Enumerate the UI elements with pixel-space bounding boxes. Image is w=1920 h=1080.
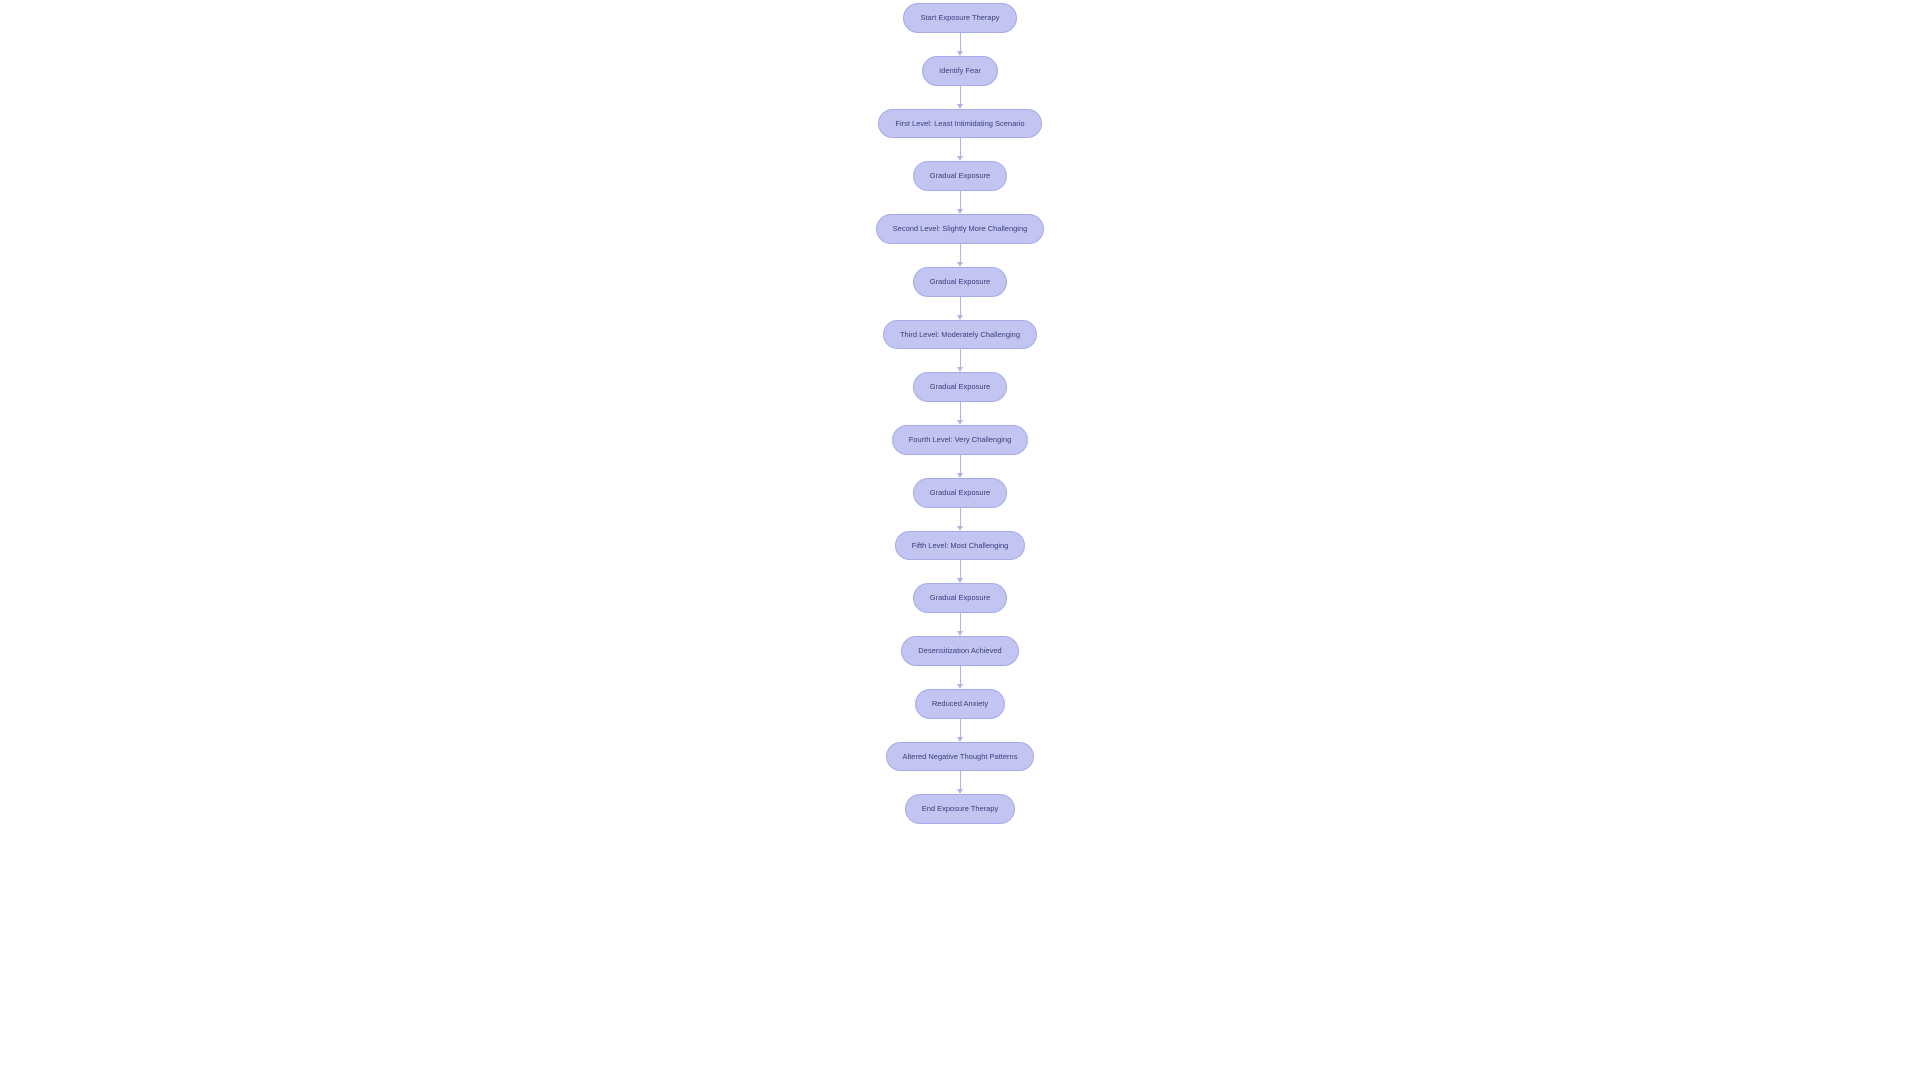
flow-edge	[957, 244, 963, 267]
flow-edge	[957, 349, 963, 372]
flow-edge	[957, 560, 963, 583]
flow-node: Identify Fear	[922, 56, 998, 86]
flow-edge	[957, 86, 963, 109]
flow-node: Third Level: Moderately Challenging	[883, 320, 1037, 350]
flow-edge	[957, 613, 963, 636]
flow-edge	[957, 138, 963, 161]
flow-edge	[957, 191, 963, 214]
flow-node: Gradual Exposure	[913, 583, 1007, 613]
flow-node: Fifth Level: Most Challenging	[895, 531, 1026, 561]
flow-edge	[957, 771, 963, 794]
flow-edge	[957, 297, 963, 320]
flow-node: Desensitization Achieved	[901, 636, 1018, 666]
flow-node: Second Level: Slightly More Challenging	[876, 214, 1045, 244]
flow-node: Fourth Level: Very Challenging	[892, 425, 1029, 455]
flowchart-container: Start Exposure Therapy Identify Fear Fir…	[660, 3, 1260, 824]
flow-edge	[957, 508, 963, 531]
flow-node: Gradual Exposure	[913, 478, 1007, 508]
flow-node: Altered Negative Thought Patterns	[886, 742, 1035, 772]
flow-node: Reduced Anxiety	[915, 689, 1005, 719]
flow-node: Gradual Exposure	[913, 372, 1007, 402]
flow-node: First Level: Least Intimidating Scenario	[878, 109, 1041, 139]
flow-edge	[957, 33, 963, 56]
flow-node: Gradual Exposure	[913, 161, 1007, 191]
flow-edge	[957, 402, 963, 425]
flow-node: Start Exposure Therapy	[903, 3, 1016, 33]
flow-edge	[957, 666, 963, 689]
flow-edge	[957, 455, 963, 478]
flow-node: Gradual Exposure	[913, 267, 1007, 297]
flow-node: End Exposure Therapy	[905, 794, 1016, 824]
flow-edge	[957, 719, 963, 742]
